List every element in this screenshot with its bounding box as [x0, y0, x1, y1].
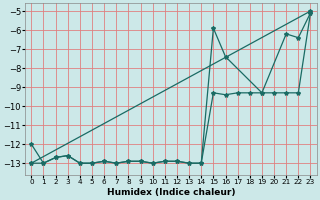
X-axis label: Humidex (Indice chaleur): Humidex (Indice chaleur) — [107, 188, 235, 197]
